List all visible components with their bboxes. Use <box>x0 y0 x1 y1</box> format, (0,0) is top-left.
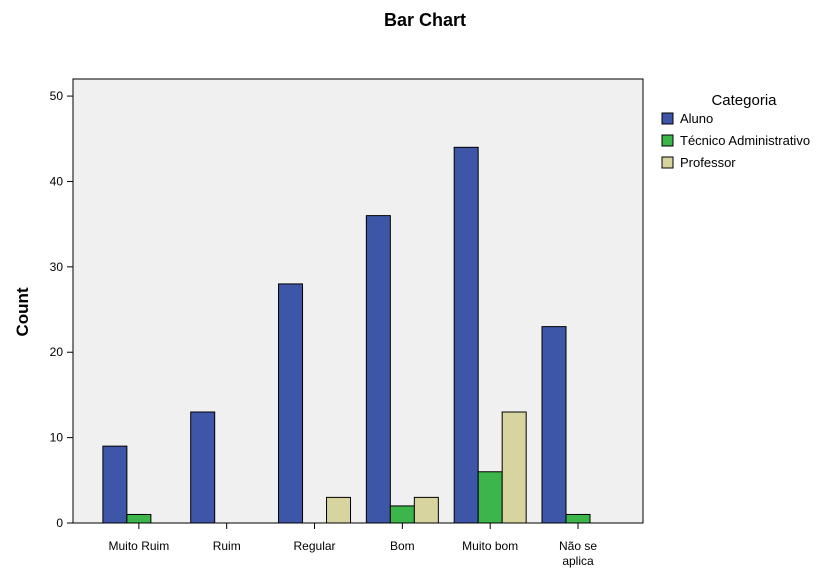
x-tick-label: Muito bom <box>462 539 518 553</box>
bar-aluno-muito-ruim <box>102 445 128 524</box>
bar-aluno-muito-bom <box>453 146 479 524</box>
bar-professor-bom <box>413 496 439 524</box>
x-tick-label-line: Muito Ruim <box>109 539 170 553</box>
x-tick-label-line: Bom <box>390 539 415 553</box>
legend-label: Aluno <box>680 111 713 126</box>
legend-swatch <box>661 156 674 169</box>
bar-t-cnico-administrativo-muito-bom <box>477 471 503 524</box>
x-tick-label-line: Muito bom <box>462 539 518 553</box>
y-tick-label: 0 <box>56 516 63 530</box>
y-axis: 0 10 20 30 40 50 <box>50 89 73 530</box>
x-tick-label: Ruim <box>213 539 241 553</box>
bar-t-cnico-administrativo-n-o-se-aplica <box>565 513 591 524</box>
bar-professor-muito-bom <box>501 411 527 524</box>
bar-aluno-n-o-se-aplica <box>541 326 567 524</box>
y-tick-label: 10 <box>50 431 64 445</box>
x-tick-label: Bom <box>390 539 415 553</box>
x-tick-label-line: aplica <box>562 554 594 568</box>
legend-title: Categoria <box>711 92 777 109</box>
legend-swatch <box>661 112 674 125</box>
legend-label: Professor <box>680 155 736 170</box>
x-tick-label-line: Ruim <box>213 539 241 553</box>
legend-swatch <box>661 134 674 147</box>
bar-aluno-ruim <box>190 411 216 524</box>
x-tick-label: Não se aplica <box>559 539 597 568</box>
x-tick-label-line: Não se <box>559 539 597 553</box>
bar-aluno-bom <box>365 215 391 524</box>
y-tick-label: 50 <box>50 89 64 103</box>
x-axis: Muito Ruim Ruim Regular Bom Muito bom Não se a… <box>109 523 597 568</box>
bar-t-cnico-administrativo-muito-ruim <box>126 513 152 524</box>
x-tick-label: Muito Ruim <box>109 539 170 553</box>
y-tick-label: 30 <box>50 260 64 274</box>
bars <box>102 146 591 524</box>
bar-aluno-regular <box>278 283 304 524</box>
bar-professor-regular <box>326 496 352 524</box>
y-axis-label: Count <box>13 287 32 336</box>
x-tick-label: Regular <box>294 539 336 553</box>
legend-label: Técnico Administrativo <box>680 133 810 148</box>
chart-title: Bar Chart <box>384 10 466 30</box>
legend: Categoria Aluno Técnico Administrativo Pro… <box>661 92 810 170</box>
y-tick-label: 40 <box>50 174 64 188</box>
bar-t-cnico-administrativo-bom <box>389 505 415 524</box>
x-tick-label-line: Regular <box>294 539 336 553</box>
y-tick-label: 20 <box>50 345 64 359</box>
